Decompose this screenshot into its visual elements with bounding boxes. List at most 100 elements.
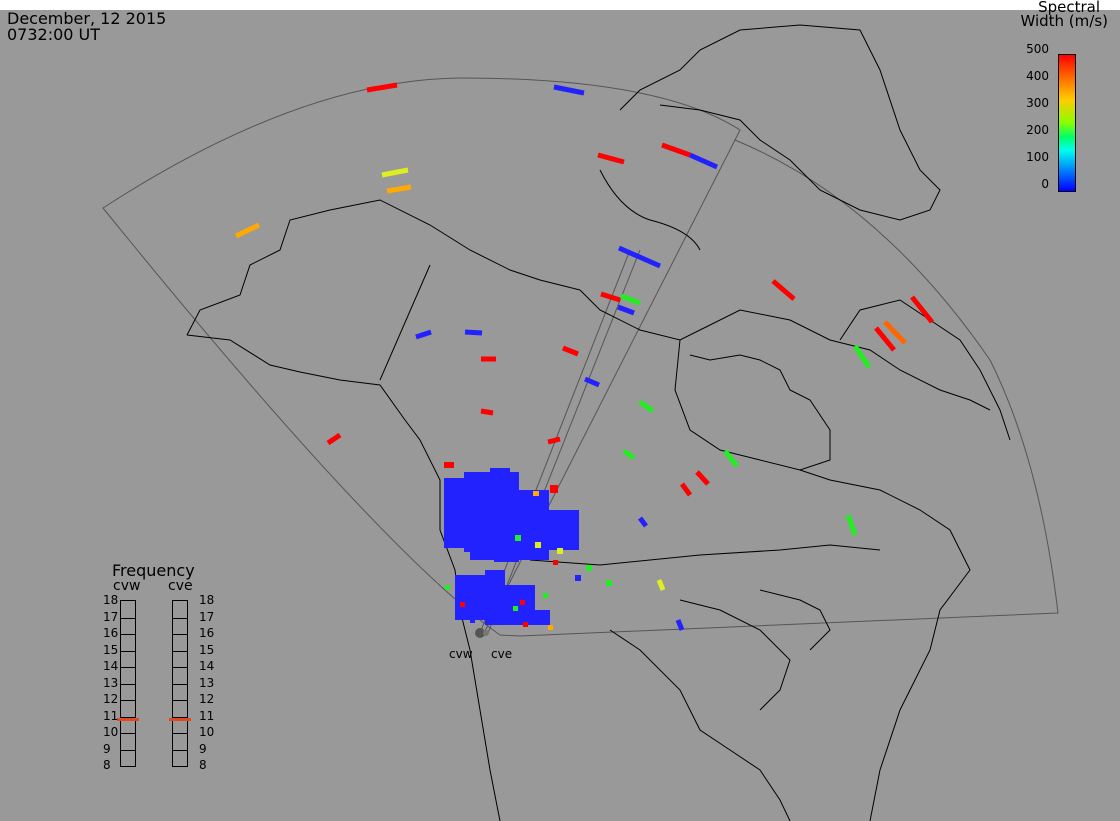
echo-mark	[620, 293, 641, 306]
echo-cell	[535, 542, 541, 548]
frequency-gauge-cell	[121, 634, 135, 635]
echo-cell	[535, 610, 550, 625]
echo-mark	[874, 326, 896, 352]
frequency-scale-label: 13	[103, 675, 119, 690]
frequency-scale-label: 10	[199, 725, 215, 739]
echo-cell	[494, 472, 519, 562]
frequency-scale-label: 17	[103, 609, 119, 624]
frequency-scale-label: 18	[103, 593, 119, 607]
frequency-scale-label: 9	[103, 741, 111, 756]
frequency-site-cvw: cvw	[113, 578, 141, 594]
echo-layer	[234, 82, 934, 631]
echo-cell	[550, 485, 558, 493]
echo-mark	[771, 279, 796, 301]
frequency-gauge-cell	[173, 634, 187, 635]
frequency-gauge-cell	[173, 617, 187, 619]
frequency-gauge-cell	[173, 716, 187, 718]
frequency-scale-label: 8	[103, 758, 111, 772]
frequency-gauge-cell	[173, 733, 187, 734]
echo-mark	[622, 448, 636, 461]
frequency-gauge-cell	[173, 749, 187, 751]
colorbar-tick: 500	[1026, 42, 1049, 56]
frequency-gauge-cvw	[120, 600, 136, 767]
radar-label-cvw: cvw	[449, 647, 473, 661]
frequency-gauge-cell	[121, 683, 135, 685]
frequency-scale-label: 15	[199, 642, 215, 657]
echo-cell	[464, 472, 494, 552]
frequency-scale-label: 17	[199, 609, 215, 624]
frequency-marker-cvw	[117, 717, 139, 721]
echo-cell	[444, 478, 464, 548]
frequency-title: Frequency	[112, 561, 195, 580]
echo-mark	[852, 344, 872, 369]
echo-mark	[597, 152, 625, 165]
frequency-scale-label: 13	[199, 675, 215, 690]
frequency-gauge-cell	[121, 667, 135, 668]
echo-mark	[547, 436, 561, 445]
colorbar-tick: 100	[1026, 150, 1049, 164]
radar-label-cve: cve	[491, 647, 513, 661]
colorbar-tick: 300	[1026, 96, 1049, 110]
frequency-gauge-cell	[173, 683, 187, 685]
echo-mark	[553, 84, 585, 96]
beam-line	[487, 249, 641, 634]
echo-cell	[515, 535, 521, 541]
frequency-gauge-cell	[173, 667, 187, 668]
frequency-scale-label: 12	[103, 692, 119, 706]
frequency-scale-label: 14	[199, 659, 215, 673]
time-label: 0732:00 UT	[7, 25, 101, 44]
echo-cell	[455, 575, 485, 620]
echo-mark	[381, 167, 409, 178]
echo-cell	[549, 510, 579, 550]
colorbar-title-line2: Width (m/s)	[1020, 12, 1108, 30]
frequency-gauge-cell	[173, 650, 187, 652]
date-label: December, 12 2015	[7, 9, 167, 28]
echo-mark	[584, 376, 600, 388]
echo-mark	[723, 449, 739, 468]
frequency-site-cve: cve	[168, 578, 193, 594]
frequency-scale-label: 16	[103, 626, 119, 640]
echo-cell	[445, 585, 450, 590]
echo-cell	[586, 565, 592, 571]
frequency-gauge-cell	[121, 733, 135, 734]
colorbar-title-line1: Spectral	[1038, 0, 1100, 16]
radar-site-cve[interactable]	[483, 630, 489, 636]
echo-cell	[533, 491, 539, 496]
echo-mark	[326, 432, 342, 446]
echo-mark	[234, 222, 261, 239]
colorbar-tick: 200	[1026, 123, 1049, 137]
frequency-scale-label: 15	[103, 642, 119, 657]
echo-mark	[883, 320, 907, 345]
frequency-gauge-cell	[121, 650, 135, 652]
echo-cell	[470, 550, 520, 560]
echo-mark	[638, 516, 648, 528]
echo-cell	[523, 622, 528, 627]
colorbar-tick: 400	[1026, 69, 1049, 83]
echo-cell	[485, 570, 505, 625]
frequency-scale-label: 18	[199, 593, 215, 607]
echo-cell	[553, 560, 558, 565]
radar-site-cvw[interactable]	[475, 628, 485, 638]
echo-mark	[675, 619, 685, 631]
frequency-marker-cve	[169, 717, 191, 721]
coastline	[186, 24, 1011, 821]
frequency-scale-label: 16	[199, 626, 215, 640]
echo-mark	[845, 514, 858, 536]
echo-mark	[910, 295, 934, 324]
frequency-gauge-cell	[121, 749, 135, 751]
echo-mark	[415, 329, 432, 340]
frequency-gauge-cell	[121, 617, 135, 619]
frequency-scale-label: 9	[199, 741, 207, 756]
echo-mark	[688, 152, 719, 170]
echo-mark	[695, 470, 710, 486]
echo-cell	[519, 490, 549, 560]
frequency-gauge-cell	[121, 716, 135, 718]
frequency-scale-label: 8	[199, 758, 207, 772]
map-canvas	[102, 24, 1059, 821]
echo-cell	[490, 468, 510, 474]
colorbar	[1058, 54, 1076, 192]
frequency-scale-label: 10	[103, 725, 119, 739]
echo-mark	[661, 142, 691, 158]
echo-mark	[562, 345, 579, 357]
